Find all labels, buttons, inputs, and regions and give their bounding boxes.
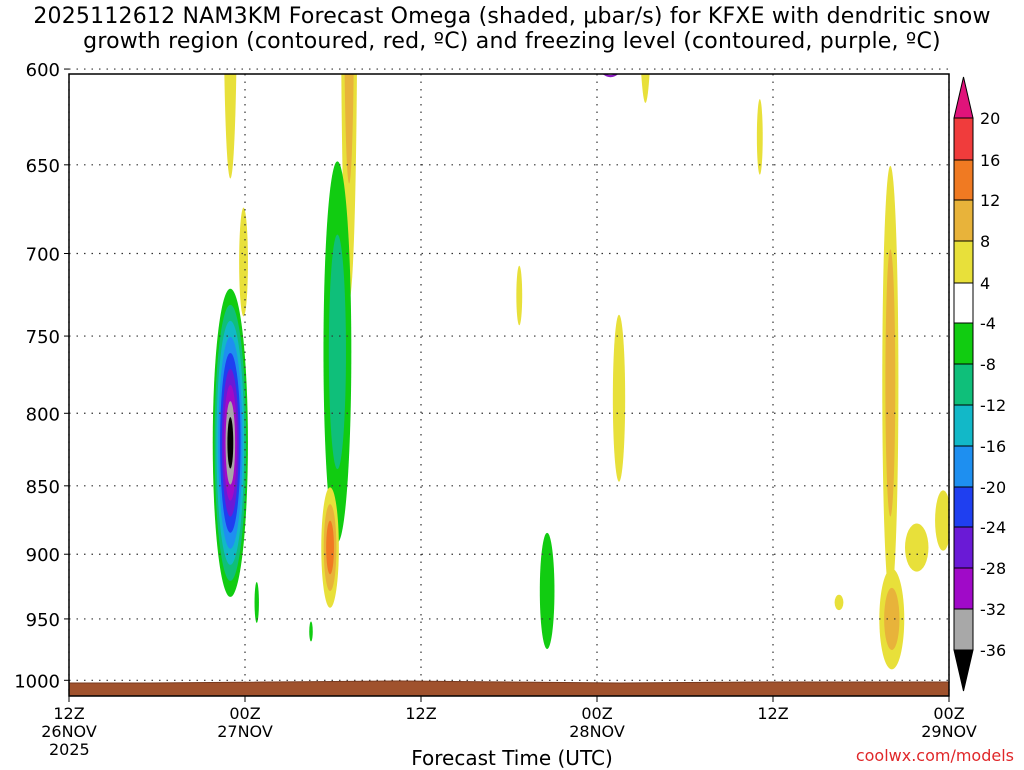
omega-cell-16-0 [756, 99, 763, 175]
colorbar-label: 12 [980, 191, 1000, 210]
y-tick-label-600: 600 [26, 60, 60, 81]
omega-cell-19-0 [905, 523, 929, 572]
y-tick-label-900: 900 [26, 545, 60, 566]
x-tick-label-0-2: 26NOV [41, 722, 97, 741]
colorbar-band-10 [953, 486, 974, 528]
x-tick-label-0-1: 12Z [53, 704, 84, 723]
omega-cell-18-1 [884, 587, 900, 650]
colorbar-label: -24 [980, 518, 1006, 537]
contour-label-bg [399, 18, 413, 33]
x-tick-label-12-2: 27NOV [217, 722, 273, 741]
contour-label-0: 0 [152, 0, 161, 15]
x-tick-label-36-2: 28NOV [569, 722, 625, 741]
temperature-contours: -18-18-18-12-12-12000 [150, 0, 707, 78]
colorbar-bottom-triangle [953, 649, 974, 692]
contour-label-0: 0 [695, 57, 704, 72]
grid-lines [68, 68, 950, 696]
colorbar-label: 20 [980, 109, 1000, 128]
colorbar-band-2 [953, 159, 974, 201]
colorbar-label: -20 [980, 478, 1006, 497]
omega-cell-12-0 [612, 314, 626, 482]
y-tick-label-800: 800 [26, 404, 60, 425]
colorbar-band-3 [953, 199, 974, 242]
colorbar-label: -16 [980, 437, 1006, 456]
x-tick-label-24-1: 12Z [405, 704, 436, 723]
x-tick-label-60-1: 00Z [933, 704, 964, 723]
colorbar-label: -32 [980, 600, 1006, 619]
x-tick-label-60-2: 29NOV [921, 722, 977, 741]
colorbar-band-5 [953, 282, 974, 324]
colorbar-band-13 [953, 608, 974, 651]
x-axis-title: Forecast Time (UTC) [411, 746, 613, 770]
omega-cell-24-0 [309, 621, 313, 642]
y-tick-label-1000: 1000 [14, 671, 60, 692]
x-tick-label-48-1: 12Z [757, 704, 788, 723]
colorbar-band-1 [953, 117, 974, 161]
colorbar-band-6 [953, 322, 974, 365]
colorbar-band-7 [953, 363, 974, 406]
colorbar-band-9 [953, 445, 974, 488]
contour-label-bg [150, 0, 164, 13]
omega-cell-17-1 [885, 249, 896, 517]
credit-text: coolwx.com/models [855, 746, 1014, 765]
x-tick-label-0-3: 2025 [49, 740, 90, 759]
omega-shading [212, 0, 949, 670]
colorbar-label: -8 [980, 355, 996, 374]
omega-cell-23-0 [254, 582, 259, 623]
chart-title-line2: growth region (contoured, red, ºC) and f… [83, 29, 941, 54]
ground-bar [68, 680, 950, 697]
contour-label-bg [693, 55, 707, 70]
chart-title: 2025112612 NAM3KM Forecast Omega (shaded… [0, 4, 1024, 54]
omega-cell-21-0 [834, 594, 844, 611]
omega-cell-15-0 [791, 0, 806, 14]
y-tick-label-750: 750 [26, 327, 60, 348]
colorbar-top-triangle [953, 76, 974, 119]
colorbar-label: 8 [980, 232, 990, 251]
omega-cell-9-0 [539, 532, 555, 649]
y-tick-label-650: 650 [26, 156, 60, 177]
axes: 2503003504004505005506006507007508008509… [14, 60, 977, 759]
colorbar-label: -4 [980, 314, 996, 333]
chart-title-line1: 2025112612 NAM3KM Forecast Omega (shaded… [33, 4, 991, 29]
omega-cell-20-0 [935, 490, 949, 551]
contour-line-0 [601, 74, 619, 78]
omega-cell-4-1 [328, 234, 346, 470]
surface-ground [68, 680, 950, 697]
x-tick-label-36-1: 00Z [581, 704, 612, 723]
colorbar-label: -12 [980, 396, 1006, 415]
y-tick-label-950: 950 [26, 610, 60, 631]
omega-cell-0-8 [227, 417, 234, 469]
omega-cell-2-0 [239, 207, 248, 317]
colorbar-label: 4 [980, 274, 990, 293]
colorbar-label: 16 [980, 151, 1000, 170]
colorbar-band-12 [953, 567, 974, 610]
colorbar-band-4 [953, 240, 974, 284]
omega-cell-3-1 [344, 74, 354, 184]
x-tick-label-12-1: 00Z [229, 704, 260, 723]
omega-cell-5-2 [326, 520, 334, 575]
y-tick-label-850: 850 [26, 477, 60, 498]
y-tick-label-700: 700 [26, 245, 60, 266]
contour-label-0: 0 [402, 20, 411, 35]
omega-cell-11-0 [641, 74, 650, 103]
colorbar: 20 16 12 8 4 -4 -8 -12 -16 -20 -24 -28 -32 -36 [953, 76, 1006, 692]
colorbar-band-11 [953, 526, 974, 569]
omega-cell-10-0 [516, 265, 523, 326]
omega-cell-1-0 [224, 74, 237, 179]
colorbar-label: -28 [980, 559, 1006, 578]
plot-frame [68, 73, 950, 697]
colorbar-label: -36 [980, 641, 1006, 660]
colorbar-band-8 [953, 404, 974, 447]
